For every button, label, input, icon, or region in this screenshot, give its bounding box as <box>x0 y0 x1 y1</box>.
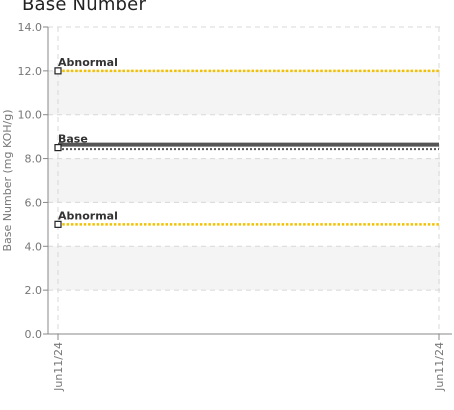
grid-band <box>48 246 440 291</box>
series-marker <box>54 67 62 75</box>
y-tick-label: 14.0 <box>18 21 43 34</box>
x-tick-label: Jun11/24 <box>52 342 65 392</box>
y-tick-label: 8.0 <box>25 153 43 166</box>
y-tick-label: 4.0 <box>25 240 43 253</box>
series-marker <box>54 144 62 152</box>
y-tick-label: 6.0 <box>25 196 43 209</box>
series-marker <box>54 220 62 228</box>
grid-band <box>48 158 440 203</box>
grid-band <box>48 70 440 115</box>
series-label: Abnormal <box>58 209 118 222</box>
y-tick-label: 12.0 <box>18 65 43 78</box>
y-tick-label: 2.0 <box>25 284 43 297</box>
series-label: Abnormal <box>58 56 118 69</box>
y-tick-label: 0.0 <box>25 328 43 341</box>
chart-title: Base Number <box>22 0 147 15</box>
x-tick-label: Jun11/24 <box>433 342 446 392</box>
y-axis-label: Base Number (mg KOH/g) <box>1 110 14 252</box>
series-label: Base <box>58 133 88 146</box>
y-tick-label: 10.0 <box>18 109 43 122</box>
